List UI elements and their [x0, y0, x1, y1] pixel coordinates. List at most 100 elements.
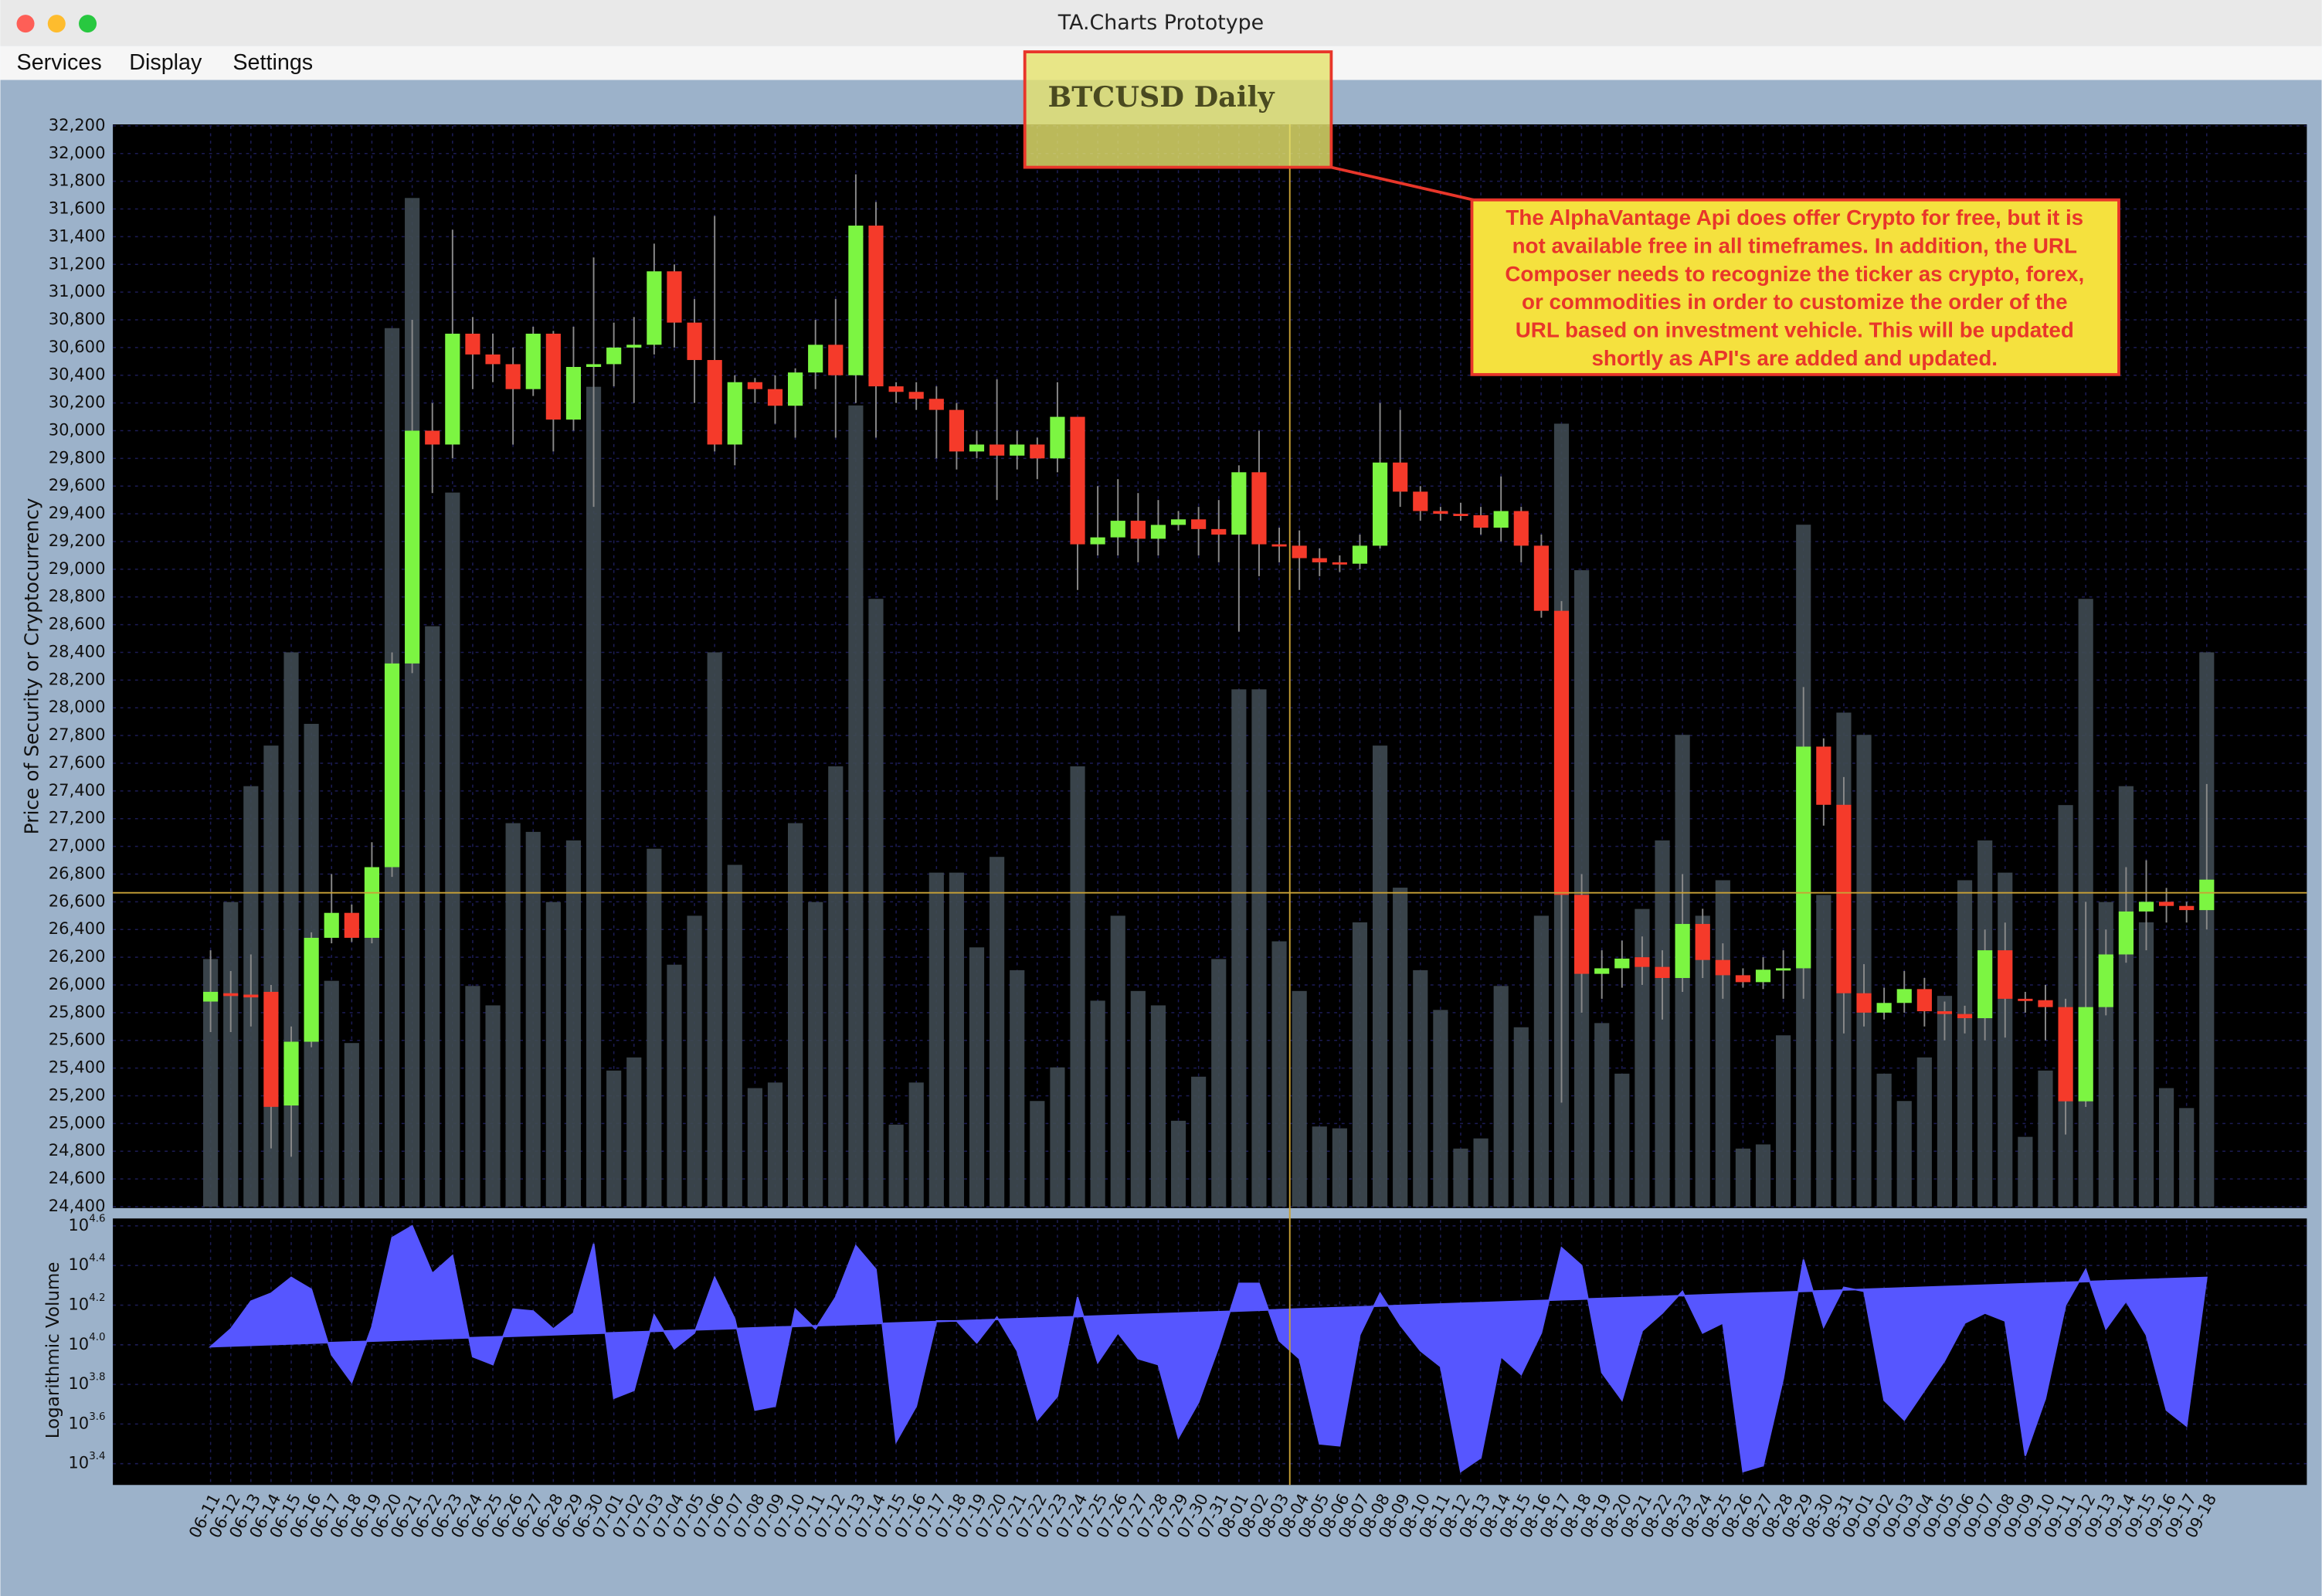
y2-tick-label: 103.4 [68, 1451, 105, 1472]
menu-item[interactable]: Settings [233, 50, 313, 75]
menu-item[interactable]: Display [129, 50, 202, 75]
volume-bar [1312, 1126, 1327, 1207]
candle-body [828, 345, 844, 375]
volume-bar [1816, 895, 1831, 1207]
candle-body [1957, 1014, 1973, 1019]
close-button[interactable] [16, 15, 35, 33]
y-tick-label: 27,200 [49, 808, 106, 827]
volume-bar [667, 964, 682, 1207]
candle-body [1816, 746, 1831, 805]
candle-body [1998, 950, 2013, 999]
window-title: TA.Charts Prototype [1057, 11, 1264, 35]
volume-bar [203, 959, 219, 1207]
y2-tick-base: 10 [68, 1374, 89, 1393]
volume-bar [545, 902, 561, 1207]
annotation-connector [1330, 165, 1474, 202]
y-tick-label: 26,600 [49, 891, 106, 910]
zoom-button[interactable] [79, 15, 97, 33]
y-tick-label: 31,200 [49, 253, 106, 273]
candle-body [1513, 511, 1529, 546]
candle-body [808, 345, 823, 373]
volume-bar [324, 980, 339, 1207]
candle-body [647, 271, 662, 345]
volume-bar [2158, 1088, 2174, 1207]
candle-body [344, 912, 359, 938]
candle-body [2098, 954, 2113, 1007]
candle-body [485, 354, 501, 365]
candle-body [1856, 993, 1872, 1013]
candle-body [1292, 545, 1307, 559]
y-tick-label: 24,800 [49, 1140, 106, 1160]
volume-bar [1473, 1138, 1489, 1207]
volume-bar [1372, 745, 1388, 1207]
volume-bar [1695, 915, 1710, 1207]
volume-bar [2038, 1070, 2053, 1207]
candle-body [2078, 1007, 2093, 1102]
volume-bar [1413, 969, 1428, 1207]
candle-body [1655, 966, 1670, 979]
candle-body [1433, 511, 1448, 514]
minimize-button[interactable] [47, 15, 66, 33]
volume-bar [647, 848, 662, 1207]
candle-body [1191, 519, 1207, 529]
candle-body [324, 912, 339, 938]
candle-body [1070, 416, 1085, 545]
candle-body [1574, 895, 1590, 974]
volume-bar [1231, 689, 1247, 1207]
candle-body [1251, 472, 1267, 545]
volume-bar [1655, 840, 1670, 1207]
y2-tick-exponent: 4.6 [89, 1213, 105, 1224]
candle-body [1896, 989, 1912, 1003]
volume-bar [1916, 1057, 1932, 1207]
y-tick-label: 31,800 [49, 171, 106, 190]
y-tick-label: 32,200 [49, 115, 106, 134]
y-tick-label: 31,400 [49, 226, 106, 245]
candle-body [1916, 989, 1932, 1012]
y-tick-label: 29,600 [49, 475, 106, 494]
candle-body [1533, 545, 1549, 611]
volume-bar [990, 857, 1005, 1207]
annotation-text: URL based on investment vehicle. This wi… [1516, 318, 2074, 342]
volume-bar [1937, 996, 1953, 1207]
volume-bar [1533, 915, 1549, 1207]
candle-body [767, 389, 783, 406]
candle-body [606, 347, 622, 365]
candle-body [223, 993, 239, 997]
y2-tick-label: 104.4 [68, 1253, 105, 1275]
volume-bar [2179, 1108, 2195, 1207]
candle-body [1453, 514, 1468, 517]
volume-bar [1170, 1120, 1186, 1207]
y2-tick-base: 10 [68, 1453, 89, 1472]
y2-tick-base: 10 [68, 1255, 89, 1274]
candle-body [1110, 521, 1125, 538]
candle-body [1030, 444, 1045, 459]
y2-tick-exponent: 4.0 [89, 1332, 105, 1343]
y-tick-label: 31,600 [49, 199, 106, 218]
volume-bar [223, 902, 239, 1207]
candle-body [1675, 924, 1690, 979]
candle-body [1473, 514, 1489, 528]
volume-bar [1594, 1023, 1610, 1207]
volume-bar [1130, 990, 1146, 1207]
volume-bar [788, 823, 803, 1207]
candle-body [525, 333, 541, 389]
volume-bar [1110, 915, 1125, 1207]
y2-tick-label: 104.6 [68, 1213, 105, 1234]
candle-body [1332, 562, 1347, 565]
candle-body [405, 430, 420, 664]
y2-tick-base: 10 [68, 1334, 89, 1353]
y-tick-label: 30,600 [49, 337, 106, 356]
candle-body [888, 386, 904, 392]
y-tick-label: 24,400 [49, 1196, 106, 1215]
y2-tick-exponent: 4.2 [89, 1292, 105, 1304]
menu-item[interactable]: Services [17, 50, 102, 75]
volume-bar [888, 1124, 904, 1207]
candle-body [667, 271, 682, 323]
y-tick-label: 27,400 [49, 780, 106, 800]
candle-body [1614, 958, 1630, 969]
volume-bar [465, 986, 480, 1207]
candle-body [1170, 519, 1186, 525]
y-tick-label: 29,200 [49, 531, 106, 550]
y-tick-label: 29,400 [49, 503, 106, 522]
